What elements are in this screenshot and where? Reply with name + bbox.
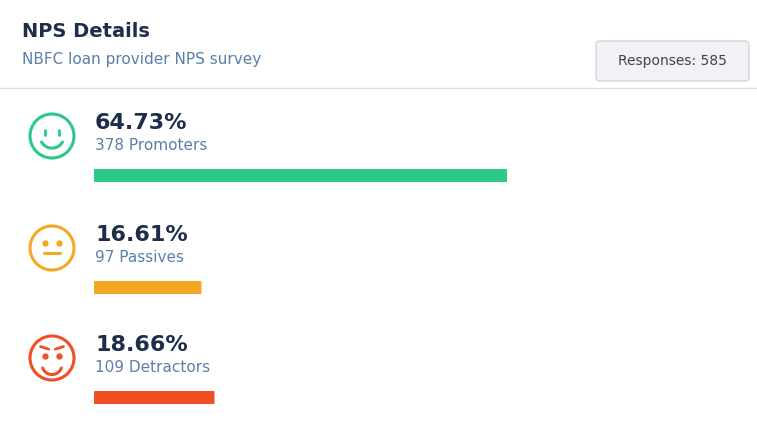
FancyBboxPatch shape <box>94 281 201 294</box>
Text: NPS Details: NPS Details <box>22 22 150 41</box>
Text: 18.66%: 18.66% <box>95 335 188 355</box>
Text: NBFC loan provider NPS survey: NBFC loan provider NPS survey <box>22 52 261 67</box>
Text: 378 Promoters: 378 Promoters <box>95 138 207 153</box>
Text: 64.73%: 64.73% <box>95 113 188 133</box>
Text: 97 Passives: 97 Passives <box>95 250 184 265</box>
FancyBboxPatch shape <box>596 41 749 81</box>
FancyBboxPatch shape <box>94 391 214 404</box>
Text: 16.61%: 16.61% <box>95 225 188 245</box>
Text: 109 Detractors: 109 Detractors <box>95 360 210 375</box>
FancyBboxPatch shape <box>94 169 507 182</box>
Text: Responses: 585: Responses: 585 <box>618 54 727 68</box>
